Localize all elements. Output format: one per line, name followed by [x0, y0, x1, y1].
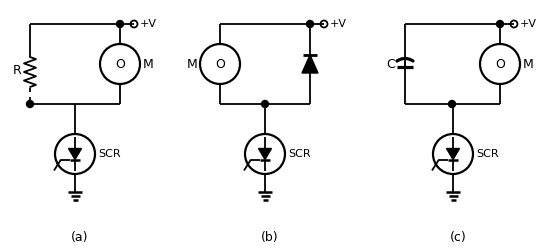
Text: O: O — [115, 57, 125, 71]
Polygon shape — [259, 148, 271, 160]
Text: M: M — [143, 57, 154, 71]
Circle shape — [27, 101, 33, 108]
Text: +V: +V — [520, 19, 537, 29]
Text: SCR: SCR — [98, 149, 120, 159]
Text: O: O — [495, 57, 505, 71]
Text: C: C — [386, 57, 395, 71]
Circle shape — [261, 101, 269, 108]
Text: SCR: SCR — [476, 149, 498, 159]
Text: +V: +V — [140, 19, 157, 29]
Text: +V: +V — [330, 19, 347, 29]
Circle shape — [448, 101, 456, 108]
Polygon shape — [68, 148, 82, 160]
Circle shape — [497, 20, 503, 27]
Text: O: O — [215, 57, 225, 71]
Text: (b): (b) — [261, 231, 279, 243]
Circle shape — [306, 20, 314, 27]
Text: (a): (a) — [71, 231, 89, 243]
Text: SCR: SCR — [288, 149, 311, 159]
Text: (c): (c) — [450, 231, 466, 243]
Polygon shape — [302, 55, 318, 73]
Text: R: R — [13, 64, 22, 77]
Text: M: M — [523, 57, 534, 71]
Circle shape — [117, 20, 124, 27]
Text: M: M — [186, 57, 197, 71]
Polygon shape — [447, 148, 460, 160]
